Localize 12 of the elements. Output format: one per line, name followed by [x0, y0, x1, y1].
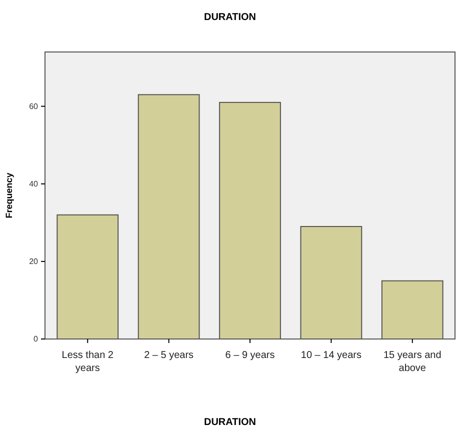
- chart-title: DURATION: [204, 12, 256, 23]
- x-tick-label: 2 – 5 years: [144, 350, 194, 361]
- y-tick-label: 20: [29, 256, 39, 266]
- x-tick-label: 6 – 9 years: [225, 350, 275, 361]
- y-tick-label: 40: [29, 179, 39, 188]
- y-tick-label: 0: [34, 334, 39, 344]
- y-axis-title: Frequency: [4, 172, 14, 218]
- x-tick-label: Less than 2 years: [62, 350, 114, 374]
- y-tick-label: 60: [29, 102, 39, 111]
- x-tick-label: 10 – 14 years: [300, 350, 362, 361]
- x-tick-label: 15 years and above: [383, 350, 442, 374]
- x-axis-title: DURATION: [204, 417, 256, 428]
